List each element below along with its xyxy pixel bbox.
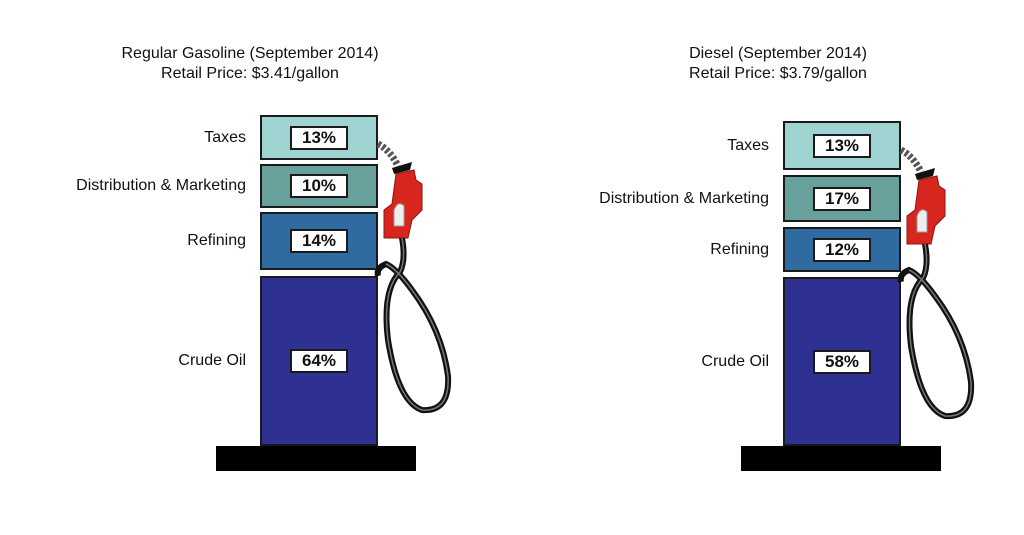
segment-taxes: 13%	[260, 115, 378, 160]
data-label: 64%	[290, 349, 348, 373]
segment-refining: 12%	[783, 227, 901, 272]
fuel-nozzle-icon	[374, 140, 452, 414]
category-label: Distribution & Marketing	[599, 189, 769, 207]
pump-base	[741, 446, 941, 471]
category-label: Refining	[710, 240, 769, 258]
category-label: Refining	[187, 232, 246, 249]
data-label: 12%	[813, 237, 871, 262]
segment-taxes: 13%	[783, 121, 901, 170]
category-label: Taxes	[727, 136, 769, 154]
segment-crude-oil: 64%	[260, 276, 378, 446]
data-label: 13%	[290, 125, 348, 150]
category-label: Taxes	[204, 128, 246, 146]
pump-base	[216, 446, 416, 471]
subtitle-line: Retail Price: $3.79/gallon	[689, 65, 867, 82]
chart-title: Diesel (September 2014) Retail Price: $3.…	[578, 44, 978, 84]
category-label: Distribution & Marketing	[76, 177, 246, 194]
category-label: Crude Oil	[701, 352, 769, 370]
fuel-nozzle-icon	[897, 146, 975, 420]
data-label: 17%	[813, 186, 871, 211]
data-label: 10%	[290, 174, 348, 198]
data-label: 14%	[290, 229, 348, 253]
segment-distribution-marketing: 17%	[783, 175, 901, 222]
title-line: Diesel (September 2014)	[689, 45, 867, 62]
chart-title: Regular Gasoline (September 2014) Retail …	[50, 44, 450, 84]
data-label: 58%	[813, 349, 871, 374]
category-label: Crude Oil	[178, 352, 246, 369]
subtitle-line: Retail Price: $3.41/gallon	[161, 65, 339, 82]
title-line: Regular Gasoline (September 2014)	[121, 45, 379, 62]
segment-crude-oil: 58%	[783, 277, 901, 446]
segment-distribution-marketing: 10%	[260, 164, 378, 208]
data-label: 13%	[813, 133, 871, 158]
segment-refining: 14%	[260, 212, 378, 270]
